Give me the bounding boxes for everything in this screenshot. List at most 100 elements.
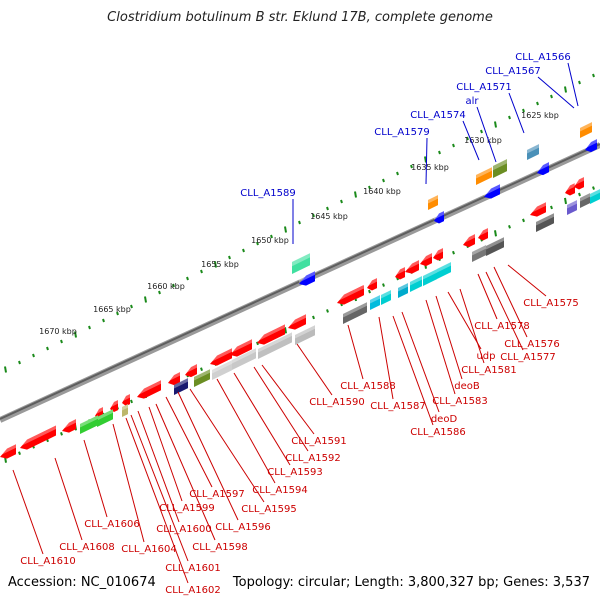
gene-label-reverse: CLL_A1597: [189, 489, 244, 500]
tick-mark: [102, 318, 105, 323]
gene-rev-grey-g: [258, 332, 292, 359]
tick-mark: [508, 115, 511, 120]
scale-label: 1660 kbp: [147, 282, 185, 291]
gene-highlight: [567, 200, 577, 209]
gene-highlight: [95, 407, 103, 415]
gene-label-reverse: CLL_A1575: [523, 298, 578, 309]
scale-label: 1670 kbp: [39, 327, 77, 336]
gene-body: [585, 139, 597, 153]
gene-body: [299, 271, 315, 286]
leader-line: [507, 264, 547, 297]
leader-line: [130, 414, 189, 562]
gene-label-reverse: udp: [476, 351, 495, 362]
tick-mark: [410, 164, 413, 169]
gene-highlight: [527, 144, 539, 154]
gene-body: [343, 302, 367, 324]
gene-body: [537, 162, 549, 176]
gene-highlight: [423, 269, 437, 280]
gene-rev-cyan-g: [370, 295, 380, 310]
gene-label-reverse: CLL_A1598: [192, 542, 247, 553]
gene-highlight: [437, 262, 451, 273]
tick-mark: [536, 101, 539, 106]
gene-body: [486, 237, 504, 256]
gene-highlight: [62, 419, 76, 430]
scale-labels: 1625 kbp 1630 kbp 1635 kbp 1640 kbp 1645 kbp…: [39, 111, 559, 336]
gene-highlight: [434, 211, 444, 220]
gene-highlight: [398, 283, 408, 292]
tick-mark: [438, 150, 441, 155]
outer-tick-track: [4, 73, 595, 373]
gene-reverse-8: [433, 248, 443, 261]
gene-body: [110, 400, 118, 413]
gene-label-reverse: CLL_A1583: [432, 396, 487, 407]
gene-highlight: [295, 325, 315, 339]
tick-mark: [172, 283, 175, 288]
gene-body: [257, 324, 285, 345]
gene-label-reverse: CLL_A1601: [165, 563, 220, 574]
tick-mark: [340, 199, 343, 204]
gene-cll-a1571b: [537, 162, 549, 176]
gene-body: [122, 404, 128, 417]
leader-line: [567, 62, 579, 107]
gene-reverse-11: [337, 285, 363, 305]
gene-label-reverse: deoD: [431, 414, 458, 425]
gene-label-forward: CLL_A1574: [410, 110, 465, 121]
tick-mark: [354, 191, 357, 198]
tick-mark: [88, 325, 91, 330]
leader-line: [425, 137, 428, 185]
gene-cll-a1571: [527, 144, 539, 160]
gene-body: [395, 267, 405, 280]
leader-line: [447, 291, 482, 350]
tick-mark: [522, 108, 525, 113]
tick-mark: [452, 250, 455, 255]
gene-body: [210, 348, 232, 366]
gene-label-forward: CLL_A1566: [515, 52, 570, 63]
tick-mark: [466, 136, 469, 141]
gene-cll-a1574: [476, 167, 492, 185]
gene-highlight: [370, 295, 380, 304]
gene-body: [530, 202, 546, 217]
leader-line: [137, 410, 180, 523]
gene-highlight: [590, 188, 600, 198]
gene-body: [230, 339, 252, 357]
tick-mark: [200, 269, 203, 274]
gene-highlight: [337, 285, 363, 302]
gene-reverse-24: [0, 444, 16, 459]
gene-rev-green-b: [80, 415, 98, 434]
gene-reverse-4: [478, 228, 488, 241]
gene-body: [20, 425, 56, 450]
gene-body: [405, 260, 419, 274]
tick-mark: [326, 206, 329, 211]
gene-cll-a1589b: [299, 271, 315, 286]
gene-reverse-16: [185, 364, 197, 378]
gene-body: [420, 253, 432, 267]
tick-mark: [144, 296, 147, 303]
tick-mark: [480, 129, 483, 134]
gene-rev-grey-f: [295, 325, 315, 345]
gene-reverse-15: [210, 348, 232, 366]
leader-line: [459, 288, 485, 364]
gene-body: [62, 419, 76, 433]
gene-highlight: [20, 425, 56, 447]
gene-reverse-7: [420, 253, 432, 267]
gene-reverse-1: [574, 177, 584, 190]
gene-highlight: [476, 167, 492, 179]
gene-highlight: [484, 184, 500, 196]
gene-label-reverse: CLL_A1608: [59, 542, 114, 553]
gene-body: [478, 228, 488, 241]
gene-rev-grey-d: [472, 245, 486, 262]
gene-reverse-19: [122, 394, 130, 407]
gene-rev-cyan-d: [410, 276, 422, 292]
gene-highlight: [574, 177, 584, 186]
gene-body: [292, 253, 310, 274]
tick-mark: [564, 197, 567, 205]
gene-highlight: [537, 162, 549, 172]
gene-body: [428, 195, 438, 210]
tick-mark: [522, 218, 525, 223]
leader-line: [347, 324, 364, 380]
gene-rev-grey-e: [343, 302, 367, 324]
gene-highlight: [194, 369, 210, 381]
gene-reverse-10: [367, 278, 377, 291]
gene-label-reverse: CLL_A1606: [84, 519, 139, 530]
